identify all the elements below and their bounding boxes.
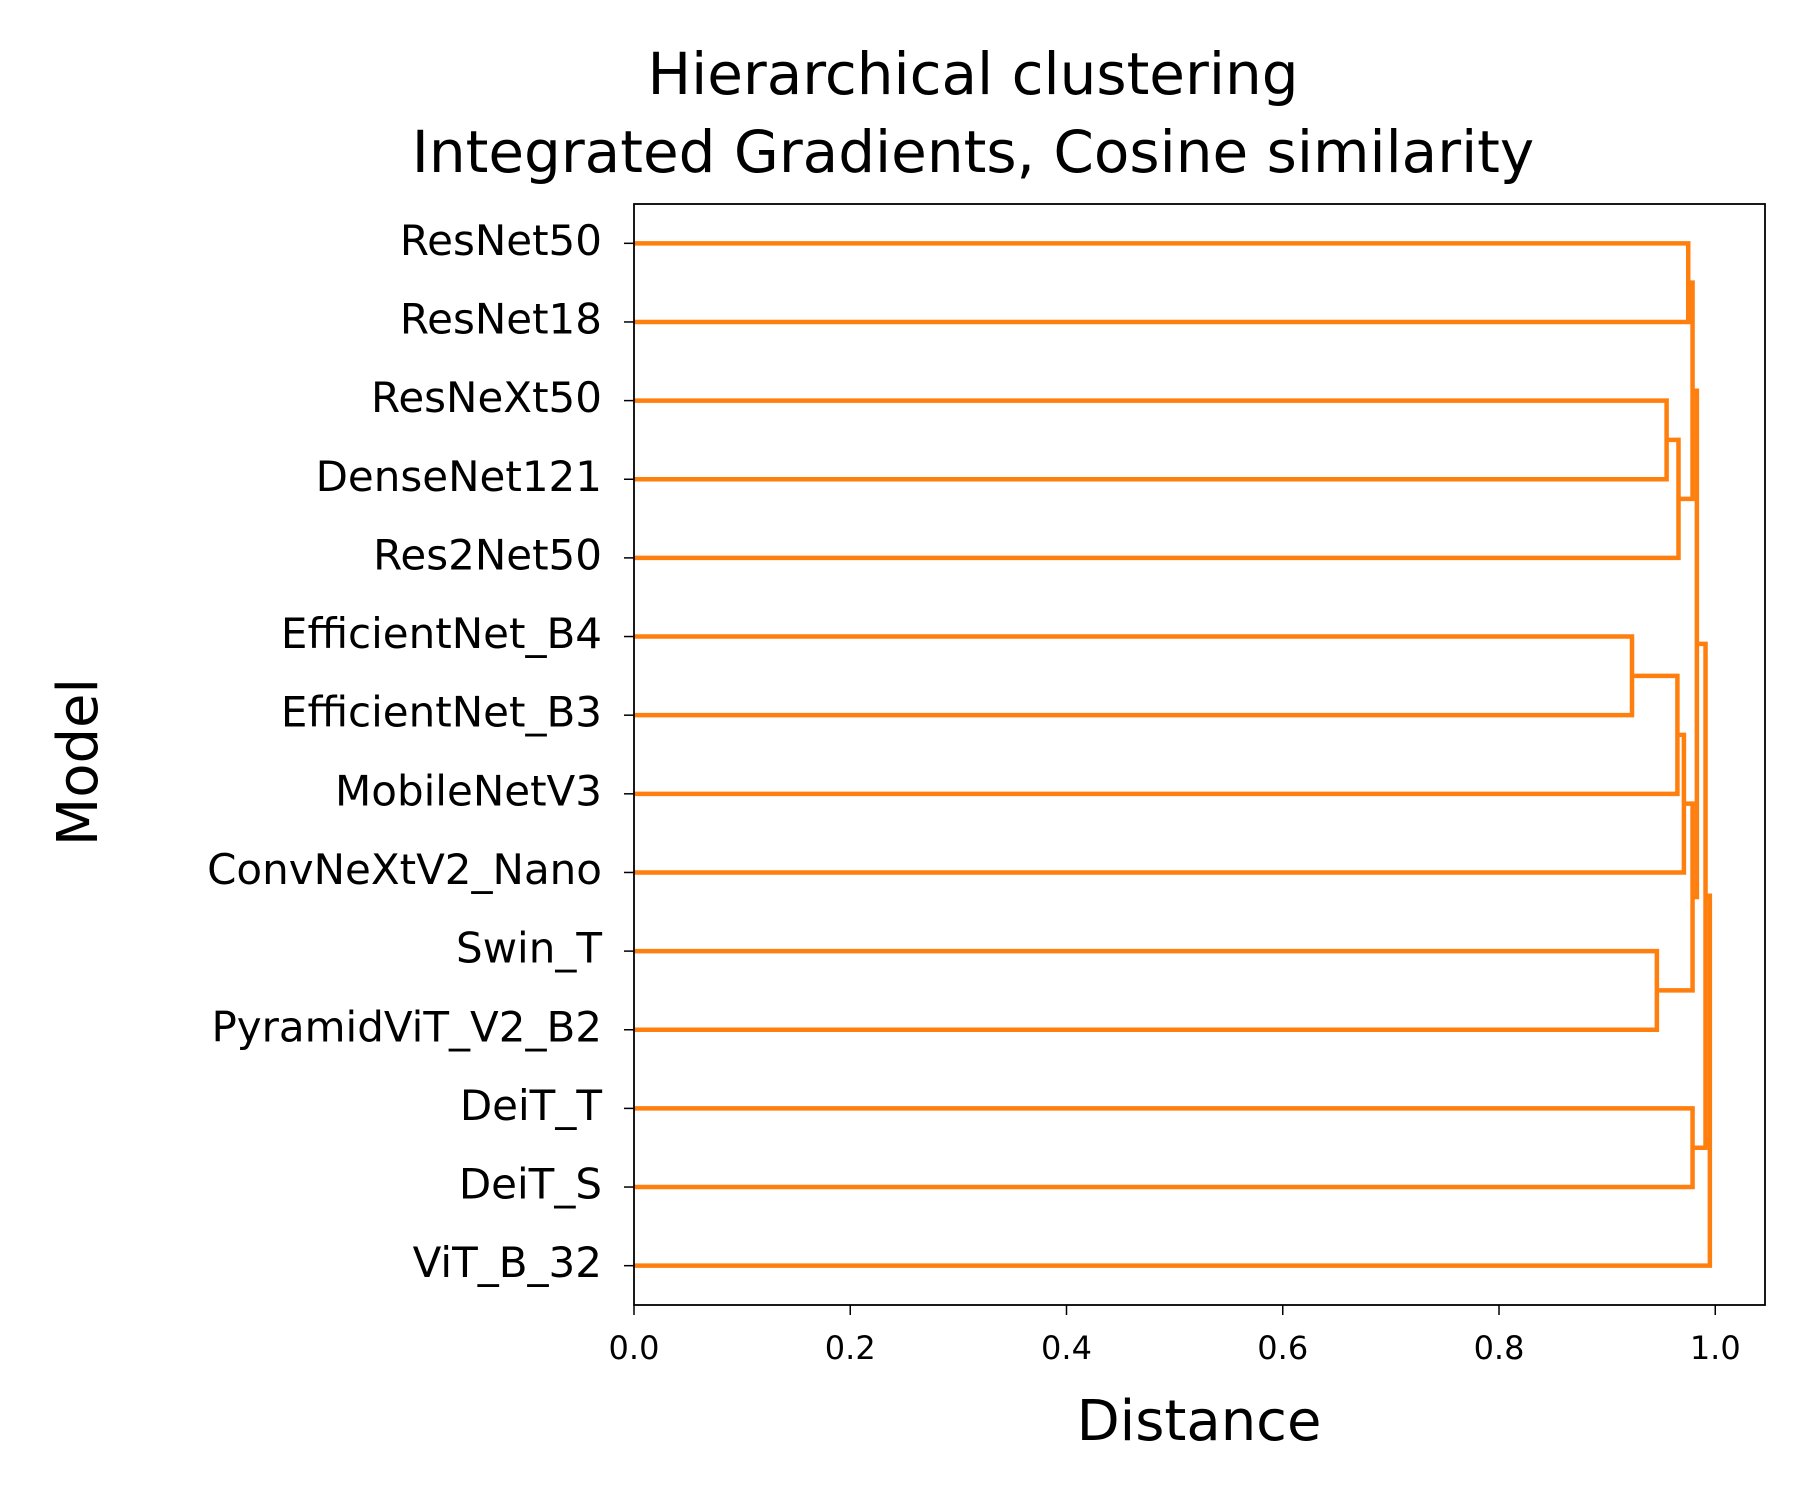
y-tick-label: DeiT_S [459, 1160, 602, 1209]
y-tick-label: Swin_T [456, 924, 602, 973]
y-tick-label: ViT_B_32 [413, 1238, 602, 1287]
dendrogram-link [634, 893, 1713, 1268]
dendrogram-link [1692, 388, 1700, 900]
y-tick-label: ResNet50 [400, 216, 602, 265]
y-axis-label: Model [46, 678, 111, 846]
y-tick-label: Res2Net50 [373, 530, 602, 579]
dendrogram-link [634, 634, 1635, 718]
y-tick-label: PyramidViT_V2_B2 [211, 1002, 602, 1051]
y-tick-label: ResNet18 [400, 294, 602, 343]
x-tick-label: 0.8 [1474, 1329, 1525, 1367]
y-tick-label: ResNeXt50 [371, 373, 602, 422]
x-tick-label: 1.0 [1690, 1329, 1741, 1367]
x-tick-label: 0.2 [825, 1329, 876, 1367]
chart-subtitle: Integrated Gradients, Cosine similarity [412, 118, 1535, 186]
plot-frame [633, 203, 1766, 1306]
x-tick-label: 0.0 [609, 1329, 660, 1367]
y-tick-label: ConvNeXtV2_Nano [207, 845, 602, 894]
x-tick-label: 0.4 [1041, 1329, 1092, 1367]
chart-title: Hierarchical clustering [647, 40, 1298, 108]
dendrogram-link [1692, 641, 1708, 1150]
y-tick-label: MobileNetV3 [335, 766, 602, 815]
y-tick-label: EfficientNet_B4 [281, 609, 602, 658]
dendrogram-link [634, 241, 1691, 325]
y-tick-label: DeiT_T [460, 1081, 603, 1130]
y-tick-label: EfficientNet_B3 [281, 688, 602, 737]
x-tick-label: 0.6 [1257, 1329, 1308, 1367]
dendrogram-link [634, 948, 1660, 1032]
x-axis-label: Distance [1077, 1389, 1322, 1454]
y-tick-label: DenseNet121 [316, 452, 602, 501]
